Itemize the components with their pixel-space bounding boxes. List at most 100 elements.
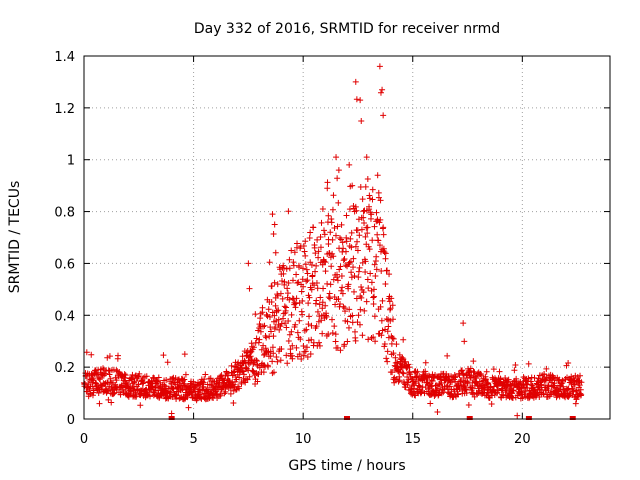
x-tick-label: 15	[404, 432, 421, 447]
data-point	[377, 303, 384, 310]
data-point	[436, 380, 443, 387]
data-point	[105, 387, 112, 394]
data-point	[176, 379, 183, 386]
data-point	[260, 342, 267, 349]
data-point	[339, 239, 346, 246]
data-point	[370, 286, 377, 293]
y-tick-label: 0.2	[54, 361, 75, 376]
data-point	[269, 309, 276, 316]
data-point	[272, 302, 279, 309]
data-point	[381, 341, 388, 348]
data-point	[289, 342, 296, 349]
data-point	[286, 256, 293, 263]
data-point	[283, 265, 290, 272]
data-point	[377, 216, 384, 223]
data-point	[366, 206, 373, 213]
data-point	[336, 235, 343, 242]
data-point	[306, 235, 313, 242]
data-point	[411, 378, 418, 385]
data-point	[337, 301, 344, 308]
data-point	[376, 63, 383, 70]
data-point	[363, 154, 370, 161]
data-point	[565, 360, 572, 367]
data-point	[368, 279, 375, 286]
data-point	[327, 281, 334, 288]
data-point	[367, 270, 374, 277]
data-point	[316, 339, 323, 346]
data-point	[388, 295, 395, 302]
data-point	[505, 376, 512, 383]
data-point	[328, 316, 335, 323]
data-point	[253, 335, 260, 342]
data-point	[150, 374, 157, 381]
data-point	[324, 185, 331, 192]
data-point	[305, 300, 312, 307]
data-point	[351, 272, 358, 279]
data-point	[288, 311, 295, 318]
data-point	[444, 352, 451, 359]
data-point	[289, 355, 296, 362]
data-point	[89, 392, 96, 399]
data-point	[284, 360, 291, 367]
data-point	[337, 347, 344, 354]
y-tick-labels: 0 0.2 0.4 0.6 0.8 1 1.2 1.4	[54, 50, 75, 428]
data-point	[350, 264, 357, 271]
data-point	[290, 262, 297, 269]
data-point	[502, 374, 509, 381]
data-point	[90, 387, 97, 394]
data-point	[319, 261, 326, 268]
data-point	[286, 296, 293, 303]
data-point	[462, 385, 469, 392]
gap-marker	[466, 416, 473, 420]
data-point	[106, 353, 113, 360]
data-point	[97, 375, 104, 382]
data-point	[326, 295, 333, 302]
data-point	[345, 324, 352, 331]
data-point	[511, 367, 518, 374]
data-point	[301, 248, 308, 255]
data-point	[336, 266, 343, 273]
data-point	[460, 320, 467, 327]
data-point	[377, 89, 384, 96]
data-point	[378, 267, 385, 274]
data-point	[360, 208, 367, 215]
data-point	[414, 368, 421, 375]
x-tick-labels: 0 5 10 15 20	[80, 432, 531, 447]
data-point	[354, 238, 361, 245]
data-point	[477, 370, 484, 377]
data-point	[359, 196, 366, 203]
data-point	[247, 353, 254, 360]
data-point	[427, 400, 434, 407]
data-point	[527, 378, 534, 385]
data-point	[321, 231, 328, 238]
data-point	[335, 295, 342, 302]
data-point	[293, 295, 300, 302]
data-point	[396, 351, 403, 358]
data-point	[460, 374, 467, 381]
data-point	[344, 318, 351, 325]
data-point	[268, 298, 275, 305]
data-point	[250, 360, 257, 367]
data-point	[334, 175, 341, 182]
data-point	[343, 212, 350, 219]
data-point	[398, 361, 405, 368]
data-point	[382, 255, 389, 262]
data-point	[370, 294, 377, 301]
data-point	[307, 350, 314, 357]
data-point	[365, 336, 372, 343]
data-point	[381, 249, 388, 256]
data-point	[281, 303, 288, 310]
data-point	[578, 379, 585, 386]
data-point	[240, 368, 247, 375]
data-point	[294, 240, 301, 247]
gap-marker	[525, 416, 532, 420]
data-point	[324, 179, 331, 186]
data-point	[137, 402, 144, 409]
data-point	[274, 292, 281, 299]
data-point	[347, 235, 354, 242]
data-point	[387, 306, 394, 313]
data-point	[325, 212, 332, 219]
data-point	[405, 361, 412, 368]
data-point	[236, 385, 243, 392]
data-point	[343, 234, 350, 241]
